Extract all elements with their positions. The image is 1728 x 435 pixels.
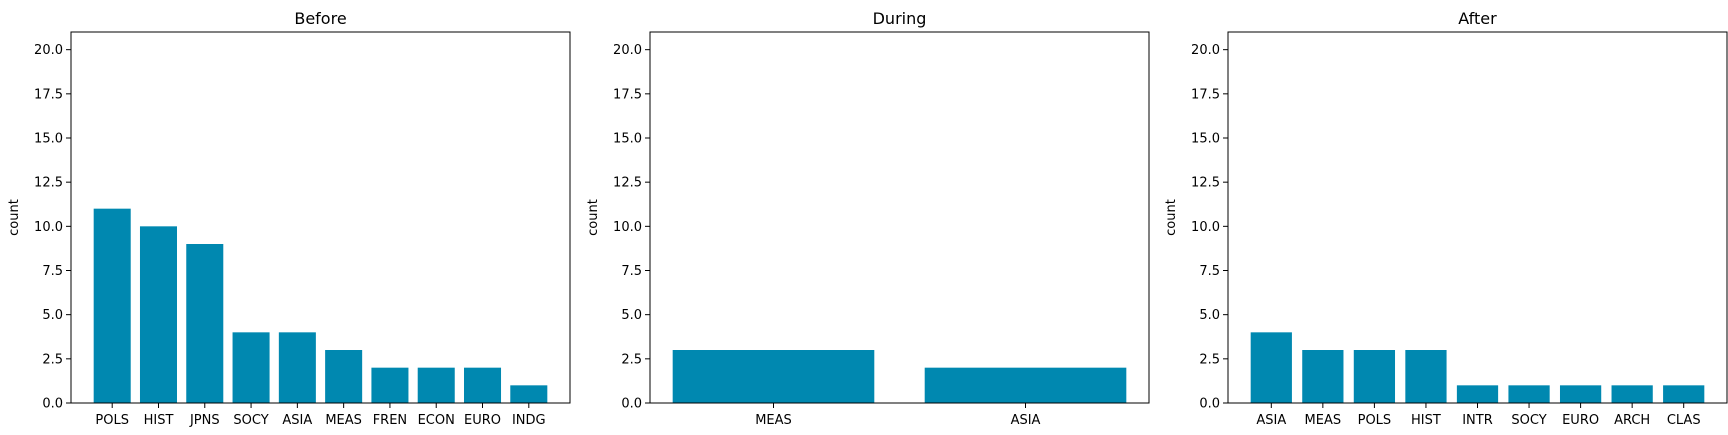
x-tick-label: MEAS (755, 413, 792, 428)
x-tick-label: ARCH (1614, 413, 1650, 428)
chart-title: After (1458, 9, 1497, 28)
y-tick-label: 2.5 (621, 352, 642, 367)
axes-frame (70, 31, 571, 404)
bar-socy (1508, 385, 1550, 403)
y-tick-label: 12.5 (1191, 176, 1220, 191)
y-tick-label: 0.0 (42, 397, 63, 412)
bar-fren (371, 367, 409, 403)
y-tick-label: 17.5 (613, 87, 642, 102)
y-tick-label: 15.0 (34, 132, 63, 147)
bar-asia (1250, 332, 1292, 403)
x-tick-label: INTR (1462, 413, 1493, 428)
x-tick-label: HIST (1411, 413, 1441, 428)
chart-title: Before (294, 9, 346, 28)
x-tick-label: HIST (144, 413, 174, 428)
x-tick-label: INDG (512, 413, 546, 428)
x-tick-label: ASIA (1011, 413, 1041, 428)
x-tick-label: MEAS (325, 413, 362, 428)
y-tick-label: 0.0 (1199, 397, 1220, 412)
bar-jpns (186, 244, 224, 403)
x-tick-label: MEAS (1305, 413, 1342, 428)
x-tick-label: SOCY (1511, 413, 1546, 428)
chart-panel-2: 0.0 2.5 5.0 7.5 10.0 12.5 15.0 17.5 20.0 MEAS ASIA… (586, 9, 1150, 428)
bar-arch (1611, 385, 1653, 403)
bar-intr (1456, 385, 1499, 403)
y-tick-label: 10.0 (1191, 220, 1220, 235)
y-tick-label: 5.0 (42, 308, 63, 323)
x-tick-label: CLAS (1667, 413, 1701, 428)
bar-meas (672, 350, 875, 403)
x-tick-label: ECON (418, 413, 455, 428)
bar-hist (139, 226, 177, 403)
bar-clas (1663, 385, 1705, 403)
bar-asia (924, 367, 1127, 403)
bar-socy (232, 332, 270, 403)
bar-pols (1353, 350, 1396, 403)
bar-econ (417, 367, 455, 403)
bar-asia (278, 332, 316, 403)
y-tick-label: 12.5 (34, 176, 63, 191)
y-tick-label: 10.0 (613, 220, 642, 235)
y-tick-label: 0.0 (621, 397, 642, 412)
y-axis-label: count (7, 199, 22, 236)
y-tick-label: 7.5 (621, 264, 642, 279)
x-tick-label: EURO (1562, 413, 1599, 428)
y-tick-label: 15.0 (613, 132, 642, 147)
y-tick-label: 17.5 (1191, 87, 1220, 102)
bar-euro (464, 367, 502, 403)
chart-panel-1: 0.0 2.5 5.0 7.5 10.0 12.5 15.0 17.5 20.0 POLS HIST… (7, 9, 571, 428)
bar-hist (1405, 350, 1447, 403)
y-axis-label: count (586, 199, 601, 236)
bar-meas (1302, 350, 1344, 403)
y-tick-label: 10.0 (34, 220, 63, 235)
y-tick-label: 17.5 (34, 87, 63, 102)
bar-pols (93, 208, 131, 403)
y-tick-label: 2.5 (1199, 352, 1220, 367)
y-tick-label: 7.5 (1199, 264, 1220, 279)
x-tick-label: POLS (1358, 413, 1392, 428)
axes-frame (649, 31, 1150, 404)
x-tick-label: POLS (95, 413, 129, 428)
y-axis-label: count (1164, 199, 1179, 236)
y-tick-label: 15.0 (1191, 132, 1220, 147)
y-tick-label: 2.5 (42, 352, 63, 367)
y-tick-label: 5.0 (1199, 308, 1220, 323)
bar-euro (1559, 385, 1602, 403)
y-tick-label: 20.0 (34, 43, 63, 58)
y-tick-label: 20.0 (613, 43, 642, 58)
bar-meas (325, 350, 363, 403)
bar-indg (510, 385, 548, 403)
chart-title: During (873, 9, 927, 28)
x-tick-label: JPNS (189, 413, 220, 428)
x-tick-label: ASIA (282, 413, 312, 428)
x-tick-label: ASIA (1256, 413, 1286, 428)
y-tick-label: 20.0 (1191, 43, 1220, 58)
chart-panel-3: 0.0 2.5 5.0 7.5 10.0 12.5 15.0 17.5 20.0 ASIA MEAS… (1164, 9, 1728, 428)
y-tick-label: 12.5 (613, 176, 642, 191)
x-tick-label: SOCY (233, 413, 268, 428)
y-tick-label: 5.0 (621, 308, 642, 323)
x-tick-label: FREN (373, 413, 407, 428)
x-tick-label: EURO (464, 413, 501, 428)
y-tick-label: 7.5 (42, 264, 63, 279)
